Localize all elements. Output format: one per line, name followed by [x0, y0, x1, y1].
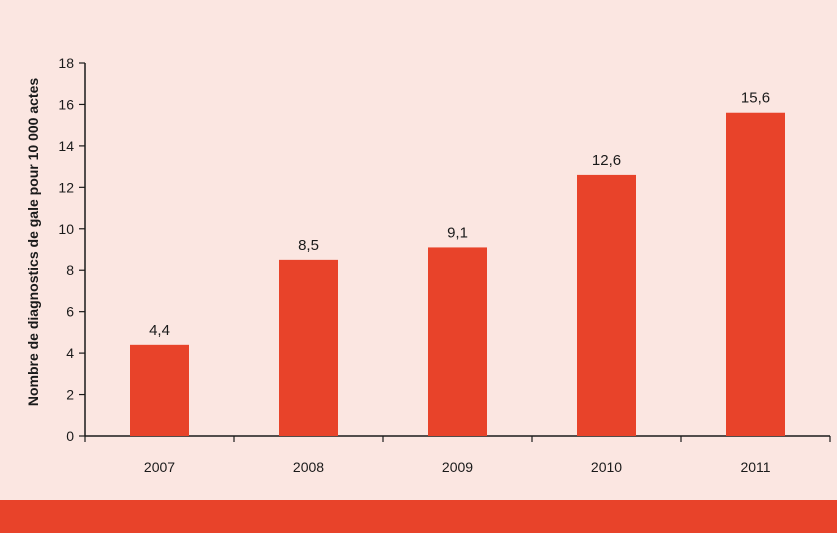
bar-2011: [726, 112, 785, 436]
value-label-2011: 15,6: [741, 90, 770, 107]
x-tick-label-2009: 2009: [442, 459, 473, 475]
y-tick-label: 4: [66, 345, 74, 361]
bars: [130, 112, 785, 436]
x-tick-label-2010: 2010: [591, 459, 622, 475]
y-tick-label: 12: [58, 179, 74, 195]
x-tick-label-2008: 2008: [293, 459, 324, 475]
y-tick-label: 18: [58, 55, 74, 71]
y-tick-label: 10: [58, 221, 74, 237]
y-tick-label: 14: [58, 138, 74, 154]
footer-band: [0, 500, 837, 533]
value-label-2010: 12,6: [592, 152, 621, 169]
x-tick-label-2007: 2007: [144, 459, 175, 475]
value-label-2009: 9,1: [447, 224, 468, 241]
x-ticks: 2007 2008 2009 2010 2011: [84, 436, 831, 475]
bar-2007: [130, 344, 189, 436]
bar-2010: [577, 174, 636, 436]
y-tick-label: 8: [66, 262, 74, 278]
value-label-2008: 8,5: [298, 237, 319, 254]
bar-2009: [428, 247, 487, 436]
bar-2008: [279, 259, 338, 436]
y-tick-label: 16: [58, 96, 74, 112]
y-tick-label: 0: [66, 428, 74, 444]
y-tick-label: 2: [66, 387, 74, 403]
value-labels: 4,4 8,5 9,1 12,6 15,6: [149, 90, 770, 339]
bar-chart: Nombre de diagnostics de gale pour 10 00…: [25, 55, 831, 475]
value-label-2007: 4,4: [149, 322, 170, 339]
x-tick-label-2011: 2011: [740, 459, 770, 475]
y-tick-label: 6: [66, 304, 74, 320]
y-ticks: 0 2 4 6 8 10 12 14 16 18: [58, 55, 85, 444]
y-axis-label: Nombre de diagnostics de gale pour 10 00…: [25, 78, 41, 407]
y-axis-label-group: Nombre de diagnostics de gale pour 10 00…: [25, 78, 41, 407]
